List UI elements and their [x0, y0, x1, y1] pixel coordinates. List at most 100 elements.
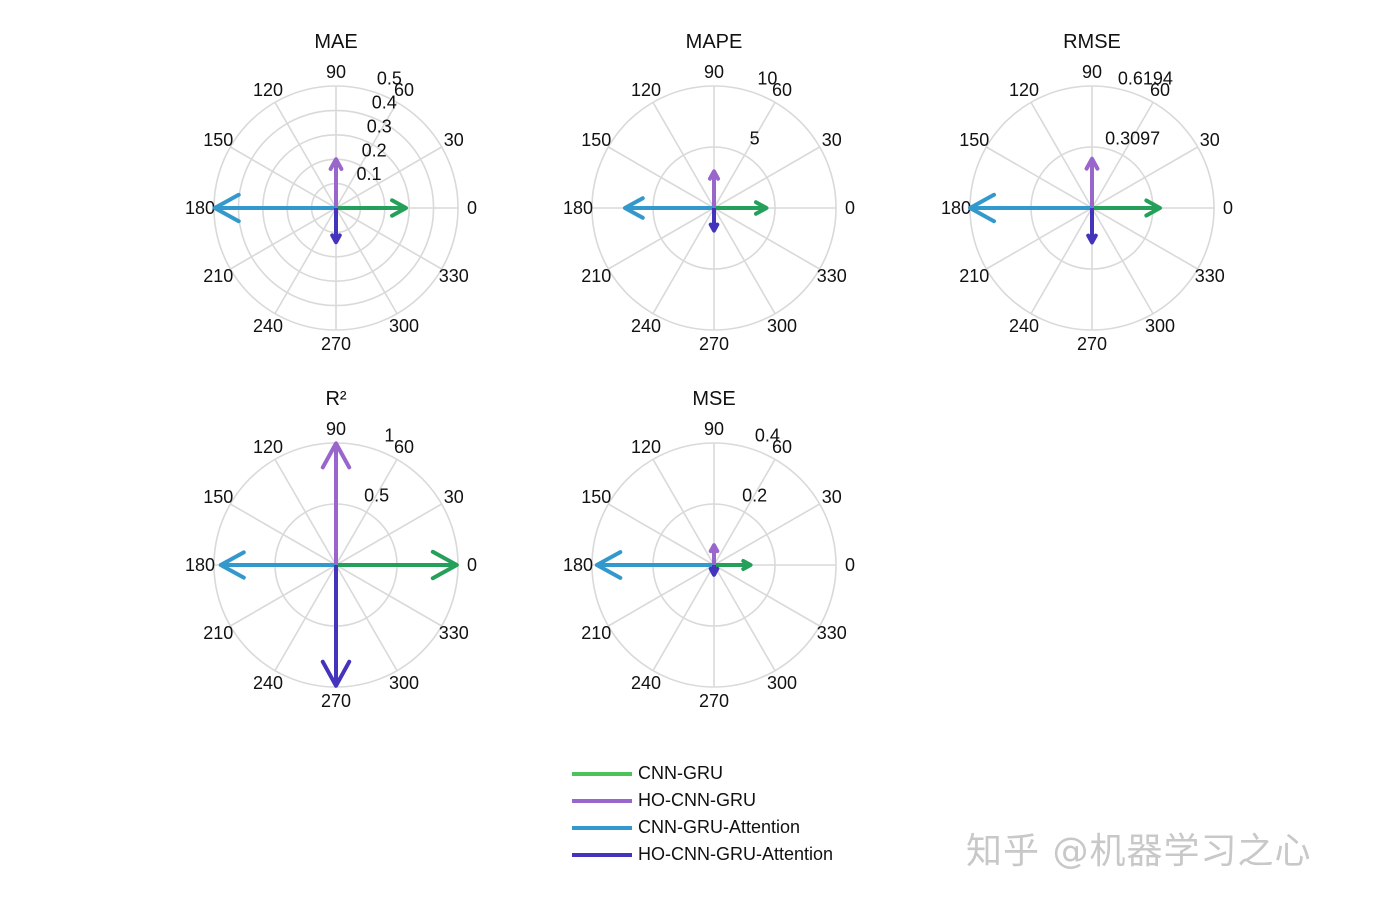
chart-title: R² — [325, 388, 346, 410]
theta-tick-label: 120 — [253, 80, 283, 100]
legend-swatch — [572, 825, 632, 830]
grid-spoke — [1091, 101, 1154, 209]
theta-tick-label: 90 — [326, 62, 346, 82]
grid-spoke — [335, 146, 443, 209]
theta-tick-label: 60 — [394, 80, 414, 100]
polar-chart-r: 0 30 60 90 120 150 180 210 240 270 300 330 0.5 1 R² — [185, 388, 477, 711]
r-tick-label: 0.1 — [357, 164, 382, 184]
chart-title: MAE — [314, 31, 357, 53]
grid-spoke — [274, 207, 337, 315]
theta-tick-label: 120 — [253, 437, 283, 457]
grid-spoke — [713, 458, 776, 566]
theta-tick-label: 150 — [959, 130, 989, 150]
arrowhead — [968, 192, 996, 224]
arrowhead — [622, 196, 645, 220]
arrowhead — [390, 198, 409, 218]
r-tick-label: 0.4 — [755, 426, 780, 446]
r-tick-label: 0.2 — [742, 485, 767, 505]
arrowhead — [1084, 156, 1100, 171]
theta-tick-label: 0 — [845, 555, 855, 575]
theta-tick-label: 0 — [467, 555, 477, 575]
watermark: 知乎 @机器学习之心 — [966, 831, 1312, 872]
arrowhead — [430, 549, 459, 581]
theta-tick-label: 270 — [699, 334, 729, 354]
r-tick-label: 0.4 — [372, 93, 397, 113]
r-tick-label: 5 — [750, 128, 760, 148]
legend-label: CNN-GRU-Attention — [638, 817, 801, 837]
theta-tick-label: 120 — [631, 80, 661, 100]
theta-tick-label: 90 — [1082, 62, 1102, 82]
arrowhead — [1086, 233, 1098, 245]
theta-tick-label: 150 — [203, 130, 233, 150]
legend-item-ho-cnn-gru: HO-CNN-GRU — [572, 787, 833, 814]
grid-spoke — [652, 458, 715, 566]
theta-tick-label: 210 — [959, 266, 989, 286]
theta-tick-label: 300 — [767, 673, 797, 693]
theta-tick-label: 0 — [467, 198, 477, 218]
theta-tick-label: 90 — [326, 419, 346, 439]
grid-spoke — [1091, 146, 1199, 209]
theta-tick-label: 330 — [817, 266, 847, 286]
polar-chart-mse: 0 30 60 90 120 150 180 210 240 270 300 330 0.2 0.4 MSE — [563, 388, 855, 711]
grid-spoke — [652, 207, 715, 315]
theta-tick-label: 300 — [389, 673, 419, 693]
theta-tick-label: 240 — [631, 316, 661, 336]
arrowhead — [212, 192, 241, 224]
theta-tick-label: 330 — [439, 266, 469, 286]
legend-item-cnn-gru-attention: CNN-GRU-Attention — [572, 814, 833, 841]
legend-label: HO-CNN-GRU — [638, 790, 756, 810]
grid-spoke — [229, 146, 337, 209]
grid-spoke — [713, 207, 776, 315]
arrowhead — [218, 550, 246, 580]
grid-spoke — [1091, 207, 1199, 270]
legend-item-cnn-gru: CNN-GRU — [572, 760, 833, 787]
grid-spoke — [713, 146, 821, 209]
legend-swatch — [572, 771, 632, 776]
grid-spoke — [607, 564, 715, 627]
grid-spoke — [1030, 101, 1093, 209]
theta-tick-label: 180 — [563, 555, 593, 575]
grid-spoke — [607, 146, 715, 209]
arrowhead — [328, 157, 344, 171]
chart-title: MSE — [692, 388, 735, 410]
grid-spoke — [607, 207, 715, 270]
legend-label: HO-CNN-GRU-Attention — [638, 844, 834, 864]
grid-spoke — [713, 564, 776, 672]
r-tick-label: 0.3097 — [1105, 128, 1160, 148]
r-tick-label: 1 — [384, 426, 394, 446]
theta-tick-label: 30 — [822, 130, 842, 150]
grid-spoke — [985, 207, 1093, 270]
arrowhead — [708, 222, 720, 233]
theta-tick-label: 120 — [631, 437, 661, 457]
grid-spoke — [229, 564, 337, 627]
r-tick-label: 0.2 — [362, 140, 387, 160]
theta-tick-label: 330 — [439, 623, 469, 643]
r-tick-label: 0.6194 — [1118, 69, 1173, 89]
theta-tick-label: 150 — [581, 130, 611, 150]
grid-spoke — [229, 503, 337, 566]
grid-spoke — [274, 101, 337, 209]
theta-tick-label: 150 — [581, 487, 611, 507]
legend-item-ho-cnn-gru-attention: HO-CNN-GRU-Attention — [572, 841, 833, 868]
r-tick-label: 0.5 — [364, 485, 389, 505]
theta-tick-label: 240 — [253, 673, 283, 693]
arrowhead — [1144, 198, 1162, 218]
r-tick-label: 0.3 — [367, 116, 392, 136]
theta-tick-label: 240 — [1009, 316, 1039, 336]
theta-tick-label: 330 — [817, 623, 847, 643]
theta-tick-label: 240 — [631, 673, 661, 693]
theta-tick-label: 330 — [1195, 266, 1225, 286]
legend: CNN-GRU HO-CNN-GRU CNN-GRU-Attention HO-… — [572, 760, 833, 868]
theta-tick-label: 210 — [581, 266, 611, 286]
theta-tick-label: 210 — [581, 623, 611, 643]
grid-spoke — [713, 101, 776, 209]
theta-tick-label: 0 — [845, 198, 855, 218]
theta-tick-label: 180 — [185, 555, 215, 575]
theta-tick-label: 300 — [1145, 316, 1175, 336]
grid-spoke — [335, 564, 443, 627]
grid-spoke — [652, 564, 715, 672]
theta-tick-label: 270 — [699, 691, 729, 711]
legend-swatch — [572, 852, 632, 857]
legend-label: CNN-GRU — [638, 763, 723, 783]
